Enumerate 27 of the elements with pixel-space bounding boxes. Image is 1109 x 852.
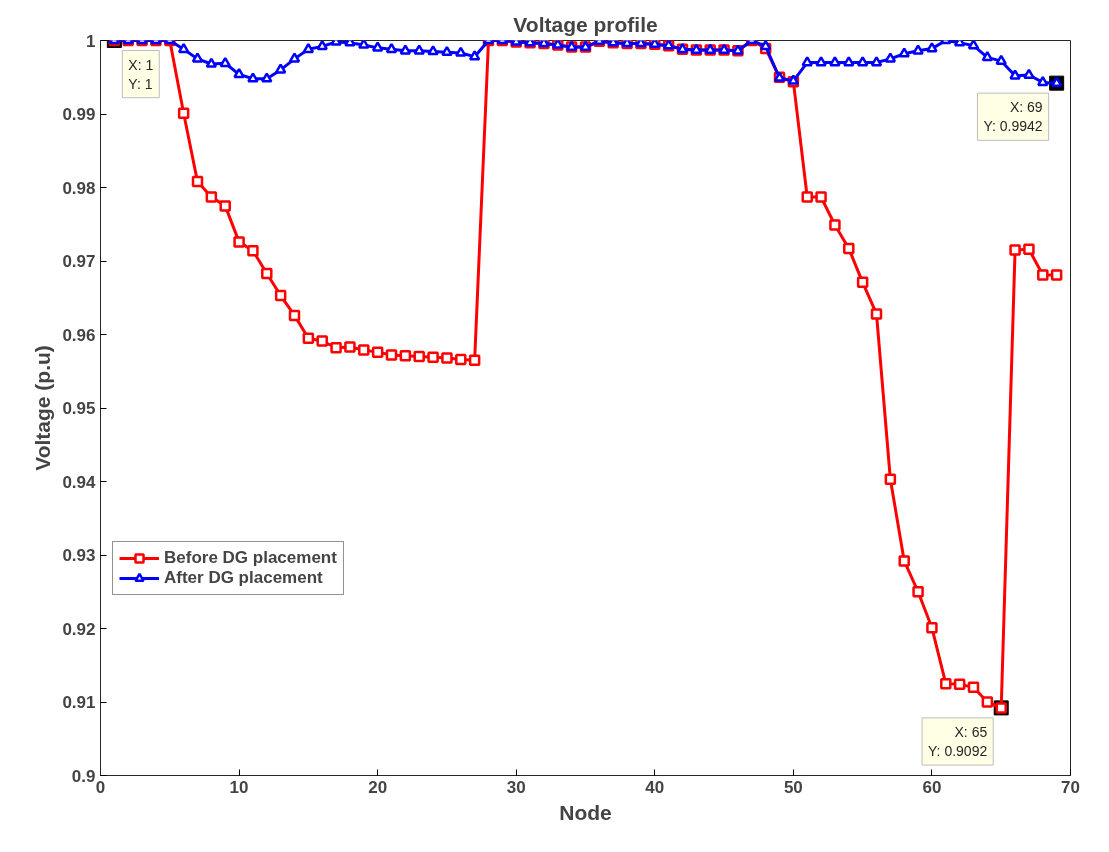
x-tick-label: 30 [506, 777, 526, 797]
legend-label: After DG placement [164, 568, 323, 588]
y-tick-label: 0.93 [62, 546, 96, 565]
y-tick-label: 0.94 [62, 472, 97, 492]
legend-label: Before DG placement [164, 548, 337, 568]
x-tick-label: 40 [645, 777, 665, 797]
y-tick-label: 0.96 [62, 325, 96, 345]
chart-title: Voltage profile [513, 12, 658, 36]
y-tick-label: 0.98 [62, 178, 96, 198]
annotation: X: 65 Y: 0.9092 [928, 723, 988, 760]
y-axis-title: Voltage (p.u) [31, 345, 55, 471]
x-tick-label: 20 [368, 777, 388, 797]
y-tick-label: 0.92 [62, 619, 96, 639]
annotation: X: 1 Y: 1 [128, 56, 154, 92]
annotation: X: 69 Y: 0.9942 [983, 99, 1043, 135]
y-tick-label: 0.9 [71, 766, 96, 786]
y-tick-label: 0.91 [62, 693, 96, 712]
y-tick-label: 0.95 [62, 399, 96, 418]
y-tick-label: 0.99 [62, 105, 96, 124]
x-tick-label: 10 [229, 777, 249, 797]
x-axis-title: Node [559, 800, 612, 824]
y-tick-label: 1 [86, 31, 96, 51]
x-tick-label: 60 [922, 777, 942, 797]
x-tick-label: 70 [1061, 777, 1080, 797]
x-tick-label: 0 [95, 777, 106, 797]
x-tick-label: 50 [783, 777, 803, 797]
y-tick-label: 0.97 [62, 252, 96, 271]
